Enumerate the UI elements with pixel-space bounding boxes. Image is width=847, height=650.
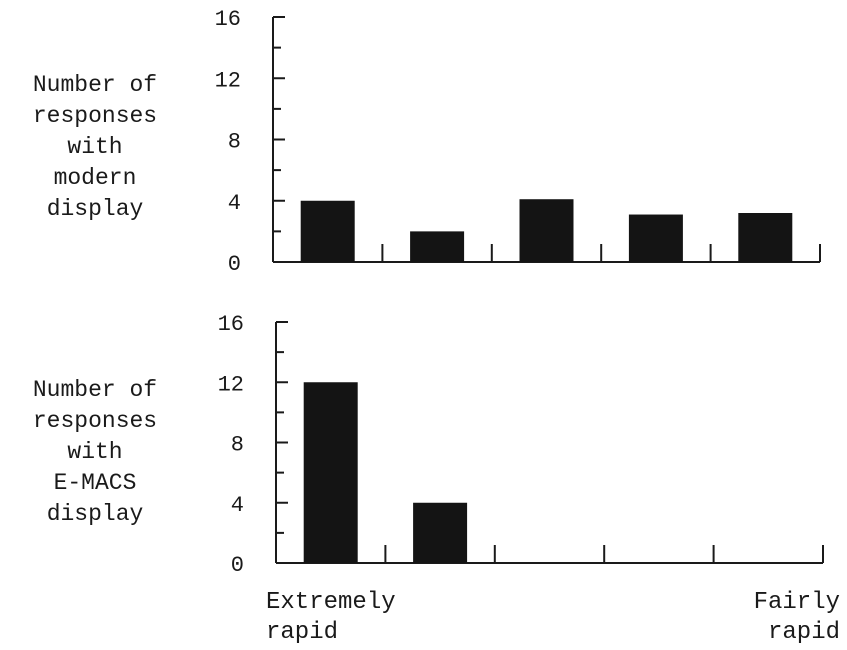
- x-caption-right-1: rapid: [768, 619, 840, 645]
- y-axis-label-line-0-0: Number of: [33, 72, 157, 98]
- y-tick-label-0-2: 8: [228, 130, 241, 155]
- x-caption-left-0: Extremely: [266, 589, 396, 616]
- x-caption-left-1: rapid: [266, 619, 338, 645]
- y-tick-label-1-2: 8: [231, 433, 244, 458]
- x-caption-right-0: Fairly: [754, 589, 840, 616]
- y-axis-label-line-1-4: display: [47, 501, 144, 527]
- y-axis-label-line-0-1: responses: [33, 103, 157, 129]
- y-axis-label-line-1-0: Number of: [33, 377, 157, 403]
- y-tick-label-1-4: 16: [218, 312, 244, 337]
- y-axis-label-line-1-1: responses: [33, 408, 157, 434]
- bar-0-2: [519, 199, 574, 262]
- bar-0-4: [738, 213, 793, 262]
- y-tick-label-1-1: 4: [231, 493, 244, 518]
- y-axis-label-line-0-3: modern: [54, 165, 137, 191]
- y-axis-label-line-1-3: E-MACS: [54, 470, 137, 496]
- bar-1-0: [303, 382, 358, 563]
- y-axis-label-line-0-2: with: [67, 134, 122, 160]
- bar-0-1: [410, 231, 465, 262]
- bar-0-3: [628, 214, 683, 262]
- y-axis-label-line-0-4: display: [47, 196, 144, 222]
- y-tick-label-0-3: 12: [215, 68, 241, 93]
- y-axis-label-line-1-2: with: [67, 439, 122, 465]
- bar-0-0: [300, 200, 355, 262]
- y-tick-label-0-1: 4: [228, 191, 241, 216]
- y-tick-label-0-4: 16: [215, 7, 241, 32]
- y-tick-label-1-0: 0: [231, 553, 244, 578]
- y-tick-label-1-3: 12: [218, 372, 244, 397]
- y-tick-label-0-0: 0: [228, 252, 241, 277]
- bar-1-1: [413, 502, 468, 563]
